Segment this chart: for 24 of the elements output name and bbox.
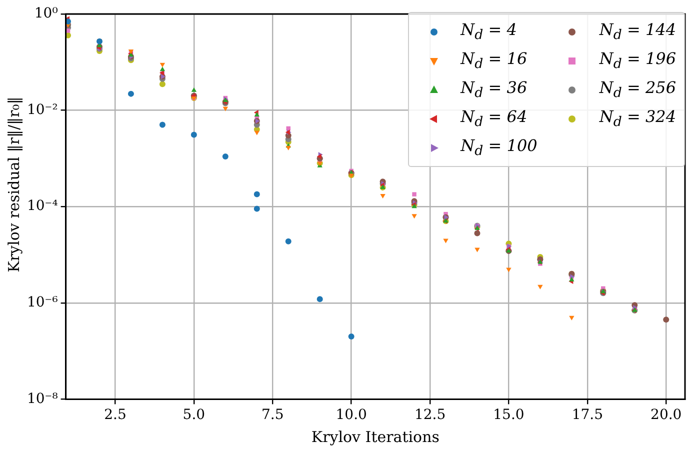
legend-label: N$_{d}$ = 36 (460, 78, 528, 102)
x-tick-label: 15.0 (493, 407, 524, 424)
x-tick-label: 12.5 (414, 407, 446, 424)
y-tick-label: 10⁻⁴ (26, 198, 58, 214)
legend-label: N$_{d}$ = 256 (599, 78, 676, 102)
x-tick-label: 5.0 (182, 407, 206, 424)
y-axis-title: Krylov residual ‖r‖/‖r₀‖ (4, 96, 24, 274)
x-tick-label: 17.5 (572, 407, 603, 424)
legend-label: N$_{d}$ = 324 (599, 106, 676, 130)
x-axis-title: Krylov Iterations (311, 428, 440, 446)
legend-label: N$_{d}$ = 16 (460, 48, 528, 72)
legend-label: N$_{d}$ = 196 (599, 48, 676, 72)
y-tick-label: 10⁰ (34, 6, 58, 22)
legend-label: N$_{d}$ = 144 (599, 20, 676, 44)
legend-label: N$_{d}$ = 64 (460, 106, 528, 130)
legend-label: N$_{d}$ = 100 (460, 136, 538, 160)
x-tick-label: 20.0 (650, 407, 682, 424)
legend-label: N$_{d}$ = 4 (460, 20, 517, 44)
x-tick-label: 7.5 (262, 407, 284, 424)
y-tick-label: 10⁻⁸ (26, 390, 58, 407)
x-tick-label: 10.0 (336, 407, 367, 424)
y-tick-label: 10⁻⁶ (26, 294, 58, 311)
y-tick-label: 10⁻² (26, 102, 58, 118)
x-tick-label: 2.5 (104, 407, 126, 424)
